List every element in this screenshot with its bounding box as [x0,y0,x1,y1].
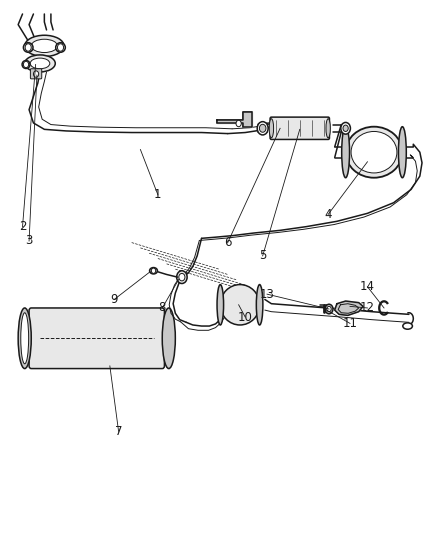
FancyBboxPatch shape [270,117,329,140]
Ellipse shape [257,122,268,135]
Text: 12: 12 [360,302,375,314]
Ellipse shape [56,43,65,52]
Ellipse shape [18,308,31,368]
Ellipse shape [399,127,406,177]
Circle shape [236,120,241,127]
Ellipse shape [343,125,348,132]
Ellipse shape [22,61,30,68]
Ellipse shape [269,119,274,138]
Text: 2: 2 [19,220,26,233]
FancyBboxPatch shape [29,308,164,368]
Ellipse shape [217,285,223,325]
Ellipse shape [259,124,266,132]
Text: 11: 11 [343,317,357,330]
Circle shape [23,61,28,68]
Ellipse shape [256,285,263,325]
Ellipse shape [23,43,33,52]
Circle shape [57,44,64,51]
Circle shape [33,71,39,77]
Text: 13: 13 [260,288,275,301]
Text: 14: 14 [360,280,375,293]
Text: 9: 9 [110,293,118,306]
Text: 3: 3 [25,235,33,247]
Ellipse shape [21,313,28,364]
Ellipse shape [346,127,403,177]
Polygon shape [335,301,363,316]
Ellipse shape [30,58,50,69]
Polygon shape [217,112,252,127]
Text: 10: 10 [238,311,253,324]
Text: 1: 1 [154,188,162,201]
Circle shape [177,271,187,284]
Text: 8: 8 [159,302,166,314]
Ellipse shape [25,55,55,72]
Circle shape [327,306,331,312]
Ellipse shape [403,323,413,329]
Text: 4: 4 [325,208,332,221]
Circle shape [325,304,333,314]
Ellipse shape [150,268,157,274]
Ellipse shape [351,132,397,173]
Text: 5: 5 [259,249,266,262]
Ellipse shape [342,127,350,177]
Ellipse shape [25,35,64,56]
Circle shape [25,44,31,51]
Circle shape [151,268,155,273]
Ellipse shape [162,308,175,368]
Ellipse shape [326,119,330,138]
Circle shape [179,273,185,281]
Text: 6: 6 [224,236,231,249]
Ellipse shape [31,39,57,53]
Text: 7: 7 [115,425,122,438]
FancyBboxPatch shape [30,69,42,79]
Ellipse shape [220,285,260,325]
Ellipse shape [341,123,350,134]
